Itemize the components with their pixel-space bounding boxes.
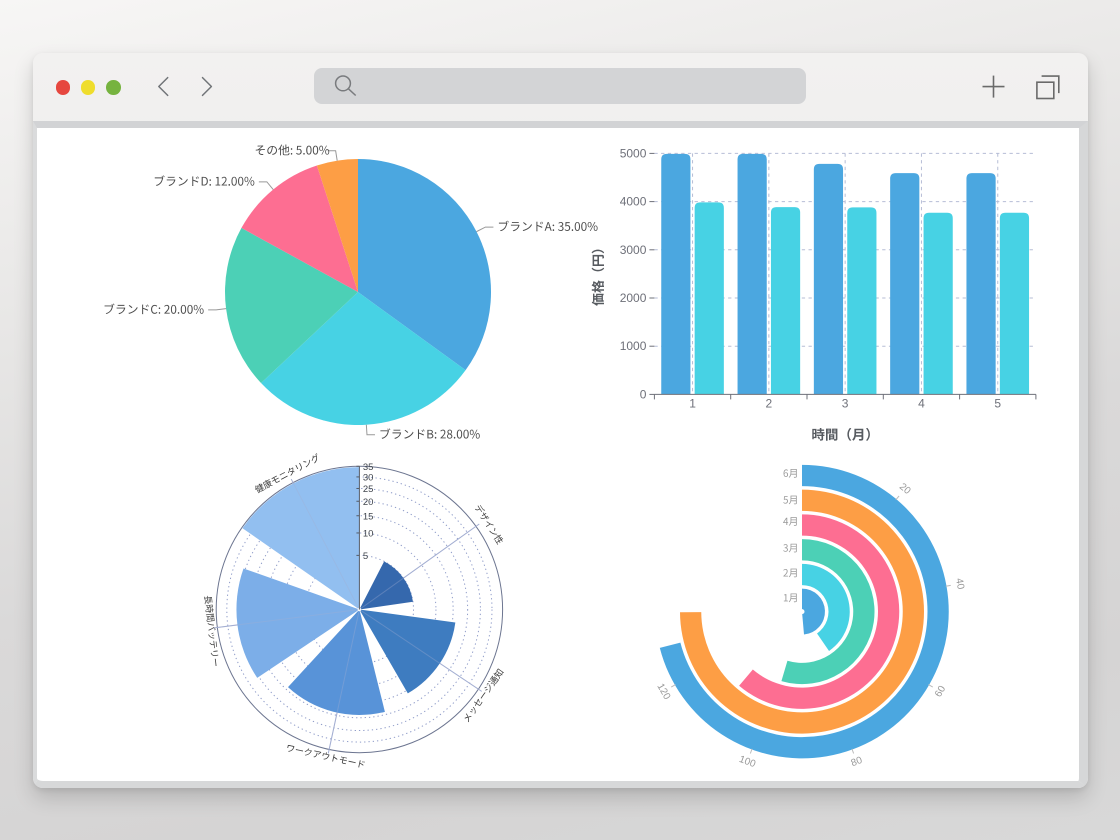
svg-text:5: 5 bbox=[363, 551, 368, 562]
svg-text:3000: 3000 bbox=[620, 243, 647, 257]
svg-text:5000: 5000 bbox=[620, 146, 647, 160]
svg-text:60: 60 bbox=[933, 684, 948, 700]
svg-text:80: 80 bbox=[850, 755, 865, 769]
svg-text:25: 25 bbox=[363, 484, 374, 495]
svg-text:1: 1 bbox=[689, 396, 696, 410]
svg-text:0: 0 bbox=[640, 387, 647, 401]
svg-text:20: 20 bbox=[363, 497, 374, 508]
svg-text:10: 10 bbox=[363, 528, 374, 539]
svg-text:2000: 2000 bbox=[620, 291, 647, 305]
svg-text:100: 100 bbox=[738, 754, 758, 770]
svg-text:2: 2 bbox=[766, 396, 773, 410]
svg-text:4000: 4000 bbox=[620, 195, 647, 209]
svg-text:30: 30 bbox=[363, 472, 374, 483]
svg-text:1000: 1000 bbox=[620, 339, 647, 353]
svg-text:3: 3 bbox=[842, 396, 849, 410]
svg-text:4: 4 bbox=[918, 396, 925, 410]
svg-text:5: 5 bbox=[994, 396, 1001, 410]
svg-text:40: 40 bbox=[953, 577, 966, 590]
svg-text:15: 15 bbox=[363, 511, 374, 522]
svg-text:20: 20 bbox=[897, 481, 913, 497]
svg-text:35: 35 bbox=[363, 462, 374, 473]
svg-text:120: 120 bbox=[654, 682, 672, 702]
